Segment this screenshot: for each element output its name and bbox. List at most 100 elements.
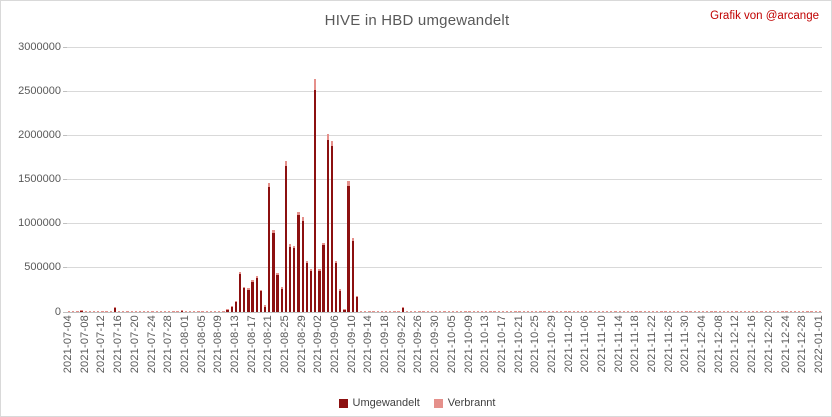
bar-verbrannt: [789, 310, 792, 312]
bar-verbrannt: [330, 140, 334, 147]
x-tick-label: 2021-11-14: [612, 315, 625, 373]
bar-verbrannt: [518, 310, 521, 312]
bar-umgewandelt: [297, 215, 300, 312]
credit-text: Grafik von @arcange: [710, 10, 819, 22]
bar-verbrannt: [693, 310, 696, 312]
x-tick-label: 2021-12-08: [712, 315, 725, 374]
bar-verbrannt: [138, 310, 142, 312]
bar-verbrannt: [243, 286, 246, 289]
bar-verbrannt: [272, 229, 275, 233]
legend: Umgewandelt Verbrannt: [1, 397, 831, 409]
bar-verbrannt: [439, 310, 442, 312]
bar-verbrannt: [393, 310, 396, 312]
bar-verbrannt: [635, 310, 638, 312]
bar-verbrannt: [201, 310, 204, 312]
umgewandelt-swatch-icon: [338, 398, 348, 408]
bar-umgewandelt: [330, 146, 334, 312]
bar-verbrannt: [435, 310, 438, 312]
bar-verbrannt: [714, 310, 717, 312]
bar-verbrannt: [368, 310, 371, 312]
gridline: [67, 267, 822, 269]
bar-verbrannt: [668, 310, 671, 312]
x-tick-label: 2021-10-09: [462, 315, 475, 374]
bar-umgewandelt: [309, 271, 313, 312]
bar-verbrannt: [255, 276, 258, 278]
bar-verbrannt: [631, 310, 634, 312]
bar-verbrannt: [172, 310, 175, 312]
bar-verbrannt: [67, 310, 71, 312]
bar-verbrannt: [610, 310, 613, 312]
bar-verbrannt: [263, 305, 267, 307]
bar-verbrannt: [581, 310, 584, 312]
bar-umgewandelt: [347, 185, 350, 312]
bar-verbrannt: [230, 305, 233, 308]
bar-verbrannt: [184, 310, 188, 312]
bar-verbrannt: [526, 310, 530, 312]
bar-verbrannt: [505, 310, 509, 312]
bar-verbrannt: [806, 310, 809, 312]
bar-verbrannt: [314, 78, 317, 90]
bar-verbrannt: [359, 310, 363, 312]
bar-verbrannt: [480, 310, 484, 312]
bar-verbrannt: [726, 310, 730, 312]
y-tick-label: 1000000: [18, 217, 61, 230]
bar-verbrannt: [389, 310, 392, 312]
bar-verbrannt: [268, 183, 271, 188]
bar-verbrannt: [72, 310, 75, 312]
x-tick-label: 2021-12-24: [779, 315, 792, 374]
bar-verbrannt: [814, 310, 817, 312]
bar-verbrannt: [551, 310, 555, 312]
bar-verbrannt: [193, 310, 196, 312]
bar-umgewandelt: [334, 263, 338, 312]
bar-verbrannt: [514, 310, 517, 312]
x-tick-label: 2021-12-16: [746, 315, 759, 374]
bar-verbrannt: [735, 310, 738, 312]
bar-verbrannt: [163, 310, 167, 312]
y-tick-mark: [63, 223, 67, 225]
bar-verbrannt: [530, 310, 534, 312]
bar-verbrannt: [159, 310, 162, 312]
bar-umgewandelt: [293, 248, 296, 312]
x-tick-label: 2021-12-12: [729, 315, 742, 374]
x-tick-label: 2021-07-04: [62, 315, 75, 374]
bar-umgewandelt: [238, 274, 242, 312]
bar-verbrannt: [793, 310, 797, 312]
bar-verbrannt: [218, 310, 221, 312]
bar-verbrannt: [334, 261, 338, 264]
bar-verbrannt: [810, 310, 813, 312]
bar-verbrannt: [109, 310, 112, 312]
x-tick-label: 2021-09-02: [312, 315, 325, 374]
x-tick-label: 2021-08-29: [295, 315, 308, 374]
x-tick-label: 2021-10-13: [479, 315, 492, 374]
gridline: [67, 179, 822, 180]
bar-verbrannt: [213, 310, 217, 312]
bar-verbrannt: [597, 310, 600, 312]
bar-verbrannt: [122, 310, 125, 312]
bar-verbrannt: [455, 310, 459, 312]
bar-verbrannt: [576, 310, 580, 312]
bar-verbrannt: [168, 310, 171, 312]
bar-verbrannt: [409, 310, 413, 312]
x-tick-label: 2021-08-25: [278, 315, 291, 374]
bar-verbrannt: [522, 310, 525, 312]
bar-verbrannt: [752, 310, 755, 312]
bar-verbrannt: [660, 310, 663, 312]
bar-verbrannt: [176, 310, 179, 312]
bar-verbrannt: [464, 310, 467, 312]
x-tick-label: 2021-08-01: [178, 315, 191, 374]
bar-verbrannt: [297, 211, 300, 216]
bar-verbrannt: [155, 310, 158, 312]
bar-verbrannt: [589, 310, 592, 312]
bar-umgewandelt: [280, 288, 283, 312]
bar-verbrannt: [226, 309, 229, 311]
bar-verbrannt: [555, 310, 559, 312]
bar-verbrannt: [151, 310, 154, 312]
bar-verbrannt: [401, 307, 404, 309]
bar-verbrannt: [701, 310, 705, 312]
x-tick-label: 2021-11-02: [562, 315, 575, 373]
bar-verbrannt: [130, 310, 133, 312]
bar-verbrannt: [643, 310, 646, 312]
bar-verbrannt: [322, 242, 325, 246]
bar-umgewandelt: [318, 270, 321, 312]
y-tick-label: 2000000: [18, 128, 61, 141]
